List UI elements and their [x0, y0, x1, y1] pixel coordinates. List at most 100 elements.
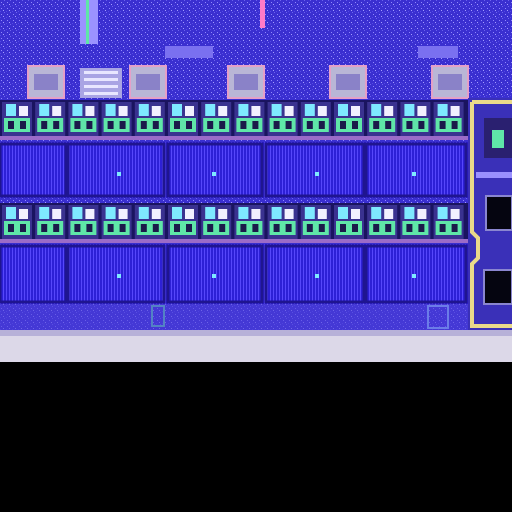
cell-metal	[85, 209, 95, 219]
array-block	[264, 244, 366, 304]
cell-contact	[72, 104, 83, 116]
cell-contact	[238, 207, 249, 219]
cell-metal	[450, 209, 460, 219]
cell-via	[340, 121, 346, 129]
cell-contact	[105, 207, 116, 219]
bond-pad	[483, 269, 512, 305]
cell-metal	[251, 106, 261, 116]
cell-via	[418, 121, 425, 129]
cell-via	[406, 224, 413, 232]
array-band	[0, 142, 468, 198]
cell-metal	[351, 106, 360, 116]
cell-via	[207, 121, 214, 129]
array-block	[0, 244, 68, 304]
cell-metal	[384, 209, 394, 219]
array-block	[66, 142, 166, 198]
top-link	[165, 46, 213, 58]
cell-contact	[338, 104, 348, 116]
cell-via	[53, 121, 60, 129]
cell-diffusion	[4, 221, 30, 235]
cell-row-2	[0, 203, 468, 243]
array-marker	[315, 274, 319, 278]
cell-via	[318, 121, 325, 129]
cell-diffusion	[37, 221, 64, 235]
cell-diffusion	[269, 221, 296, 235]
top-pad-inner	[234, 74, 258, 90]
cell-via	[252, 121, 259, 129]
cell-diffusion	[4, 118, 30, 132]
cell-diffusion	[170, 221, 196, 235]
cell-via	[318, 224, 325, 232]
cell-metal	[417, 106, 427, 116]
cell-via	[451, 224, 458, 232]
cell-via	[207, 224, 214, 232]
cell-via	[41, 224, 48, 232]
cell-via	[86, 121, 93, 129]
cell-via	[352, 121, 358, 129]
top-pad-inner	[336, 74, 360, 90]
cell-contact	[6, 207, 16, 219]
cell-diffusion	[336, 118, 362, 132]
top-stack-bar	[84, 85, 118, 88]
cell-row-rail	[0, 136, 468, 140]
cell-metal	[52, 106, 62, 116]
cell-via	[186, 224, 192, 232]
cell-metal	[19, 209, 28, 219]
cell-via	[240, 224, 247, 232]
cell-contact	[371, 104, 382, 116]
cell-via	[385, 224, 392, 232]
top-structures	[27, 0, 469, 99]
array-marker	[212, 274, 216, 278]
array-marker	[412, 172, 416, 176]
cell-diffusion	[402, 118, 429, 132]
array-band-1	[0, 142, 468, 198]
cell-via	[306, 224, 313, 232]
top-stack-bar	[84, 92, 118, 95]
array-block	[364, 142, 468, 198]
cell-metal	[52, 209, 62, 219]
cell-diffusion	[70, 118, 97, 132]
cell-metal	[218, 209, 228, 219]
array-marker	[315, 172, 319, 176]
cell-via	[107, 121, 114, 129]
array-block	[166, 142, 264, 198]
array-marker	[412, 274, 416, 278]
cell-via	[306, 121, 313, 129]
cell-row-1	[0, 100, 468, 140]
cell-metal	[118, 106, 128, 116]
cell-via	[439, 224, 446, 232]
cell-via	[119, 224, 126, 232]
cell-contact	[404, 104, 415, 116]
cell-via	[273, 224, 280, 232]
array-block	[166, 244, 264, 304]
cell-contact	[304, 104, 315, 116]
bottom-band	[0, 304, 468, 330]
cell-via	[406, 121, 413, 129]
cell-via	[439, 121, 446, 129]
cell-diffusion	[203, 118, 230, 132]
cell-metal	[218, 106, 228, 116]
cell-via	[74, 121, 81, 129]
bond-pad-feature	[492, 130, 504, 148]
cell-diffusion	[236, 221, 263, 235]
cell-diffusion	[236, 118, 263, 132]
top-stack-bar	[84, 78, 118, 81]
cell-via	[174, 224, 180, 232]
right-bonding-frame	[468, 98, 512, 330]
cell-contact	[238, 104, 249, 116]
cell-metal	[151, 209, 161, 219]
cell-via	[152, 121, 159, 129]
cell-via	[340, 224, 346, 232]
bottom-structures	[0, 304, 468, 330]
cell-via	[252, 224, 259, 232]
cell-contact	[437, 104, 448, 116]
cell-diffusion	[37, 118, 64, 132]
cell-via	[373, 224, 380, 232]
cell-diffusion	[103, 221, 130, 235]
cell-via	[152, 224, 159, 232]
cell-diffusion	[369, 221, 396, 235]
top-bus-line	[86, 0, 89, 44]
array-block	[364, 244, 468, 304]
cell-contact	[172, 207, 182, 219]
cell-contact	[404, 207, 415, 219]
